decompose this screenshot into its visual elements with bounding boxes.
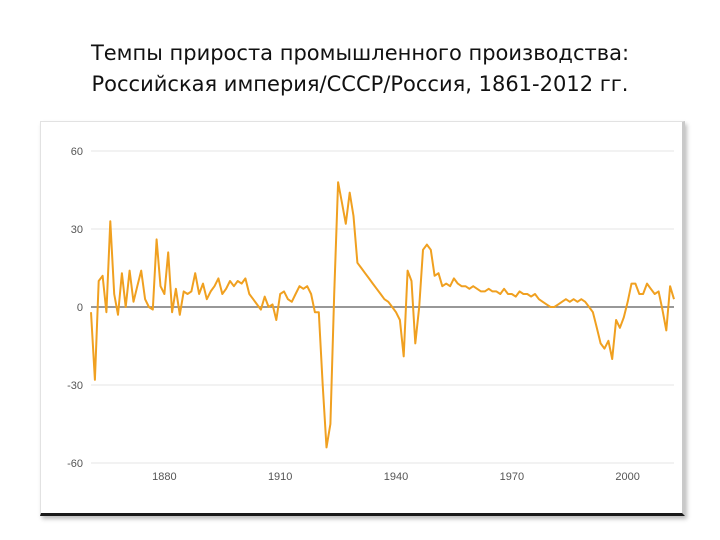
y-tick-label: 30 — [71, 224, 83, 236]
y-tick-label: -60 — [67, 458, 83, 470]
y-tick-label: 60 — [71, 146, 83, 158]
chart-title-line-1: Темпы прироста промышленного производств… — [90, 41, 630, 65]
x-tick-label: 1970 — [500, 471, 524, 483]
chart-title: Темпы прироста промышленного производств… — [0, 38, 720, 100]
chart-frame: 60 30 0 -30 -60 1880 1910 1940 1970 2000 — [40, 121, 685, 516]
x-tick-label: 1910 — [268, 471, 292, 483]
series-line — [90, 181, 675, 449]
x-tick-label: 1940 — [384, 471, 408, 483]
y-tick-label: -30 — [67, 380, 83, 392]
x-tick-label: 1880 — [152, 471, 176, 483]
y-tick-label: 0 — [77, 302, 83, 314]
line-chart: 60 30 0 -30 -60 1880 1910 1940 1970 2000 — [67, 146, 675, 483]
chart-title-line-2: Российская империя/СССР/Россия, 1861-201… — [91, 72, 629, 96]
x-tick-label: 2000 — [615, 471, 639, 483]
